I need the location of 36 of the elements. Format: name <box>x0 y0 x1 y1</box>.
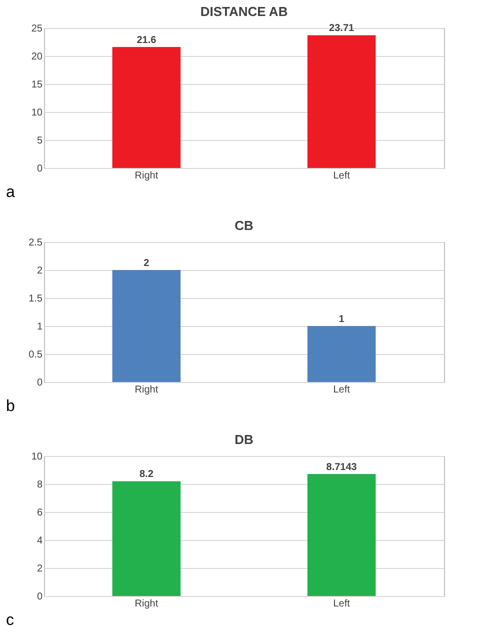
data-label: 8.7143 <box>326 462 358 473</box>
text: a <box>6 184 15 201</box>
y-tick-label: 0 <box>36 164 43 174</box>
y-tick-label: 6 <box>36 508 43 518</box>
y-tick-label: 8 <box>36 480 43 490</box>
y-tick-label: 1.5 <box>28 294 43 304</box>
x-tick-label: Left <box>333 598 350 610</box>
data-label: 23.71 <box>329 23 355 34</box>
y-tick-label: 0 <box>36 592 43 602</box>
data-label: 1 <box>338 314 345 325</box>
y-tick-label: 5 <box>36 136 43 146</box>
data-label: 8.2 <box>139 469 154 480</box>
y-tick-label: 20 <box>31 52 43 62</box>
y-tick-label: 2 <box>36 564 43 574</box>
y-tick-label: 10 <box>31 452 43 462</box>
data-label: 21.6 <box>136 35 157 46</box>
y-tick-label: 0.5 <box>28 350 43 360</box>
text: c <box>6 612 14 629</box>
text: b <box>6 398 15 415</box>
y-tick-label: 15 <box>31 80 43 90</box>
y-tick-label: 0 <box>36 378 43 388</box>
x-tick-label: Left <box>333 170 350 182</box>
y-tick-label: 4 <box>36 536 43 546</box>
x-tick-label: Right <box>134 598 158 610</box>
y-tick-label: 1 <box>36 322 43 332</box>
x-tick-label: Left <box>333 384 350 396</box>
x-tick-label: Right <box>134 170 158 182</box>
data-label: 2 <box>144 258 150 269</box>
y-tick-label: 25 <box>31 24 43 34</box>
chart-title: DISTANCE AB <box>200 4 288 19</box>
y-tick-label: 2 <box>36 266 43 276</box>
y-tick-label: 2.5 <box>28 238 43 248</box>
y-tick-label: 10 <box>31 108 43 118</box>
chart-title: DB <box>234 432 254 447</box>
chart-title: CB <box>234 218 254 233</box>
x-tick-label: Right <box>134 384 158 396</box>
